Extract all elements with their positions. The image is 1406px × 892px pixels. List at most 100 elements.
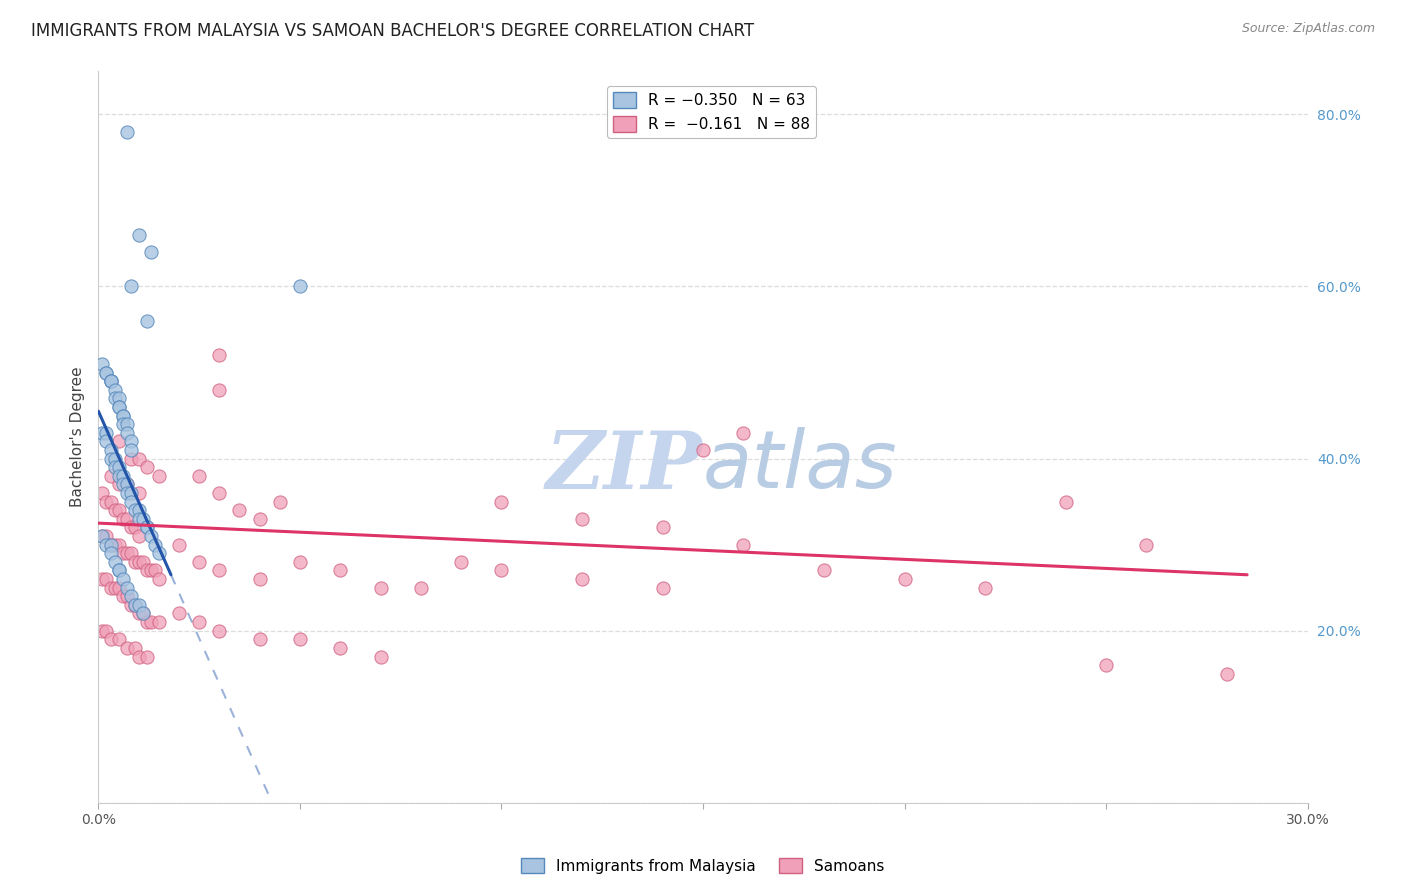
Point [107,503,129,517]
Point [143,538,166,552]
Point [100,451,122,466]
Point [249,572,271,586]
Point [115,125,138,139]
Point [139,245,162,260]
Point [96,366,118,380]
Point [128,598,150,612]
Point [329,640,352,655]
Point [269,494,291,508]
Point [103,581,125,595]
Point [1054,494,1077,508]
Point [124,555,146,569]
Text: ZIP: ZIP [546,427,703,505]
Point [188,555,211,569]
Point [491,494,513,508]
Point [120,279,142,293]
Point [115,417,138,432]
Point [124,520,146,534]
Point [208,383,231,397]
Point [651,520,673,534]
Point [128,503,150,517]
Point [249,632,271,647]
Point [329,564,352,578]
Point [96,494,118,508]
Point [128,512,150,526]
Point [128,486,150,500]
Point [188,468,211,483]
Point [128,607,150,621]
Point [1095,658,1118,673]
Point [692,442,714,457]
Point [103,460,125,475]
Point [100,468,122,483]
Point [208,486,231,500]
Point [107,392,129,406]
Point [128,555,150,569]
Point [115,589,138,603]
Point [135,520,157,534]
Point [188,615,211,629]
Point [120,589,142,603]
Point [96,425,118,440]
Point [111,468,134,483]
Point [107,477,129,491]
Point [148,546,170,560]
Point [100,538,122,552]
Point [120,546,142,560]
Point [124,598,146,612]
Point [148,468,170,483]
Point [100,442,122,457]
Point [111,572,134,586]
Y-axis label: Bachelor's Degree: Bachelor's Degree [70,367,86,508]
Point [115,581,138,595]
Point [139,564,162,578]
Point [120,494,142,508]
Point [135,615,157,629]
Point [370,649,392,664]
Text: Source: ZipAtlas.com: Source: ZipAtlas.com [1241,22,1375,36]
Point [91,357,114,371]
Point [120,520,142,534]
Point [115,477,138,491]
Point [107,564,129,578]
Point [107,564,129,578]
Point [208,348,231,362]
Point [96,538,118,552]
Point [100,632,122,647]
Point [100,581,122,595]
Point [115,477,138,491]
Point [115,512,138,526]
Point [107,581,129,595]
Point [91,529,114,543]
Point [96,366,118,380]
Point [135,520,157,534]
Point [1216,666,1239,681]
Point [733,425,755,440]
Point [91,425,114,440]
Point [893,572,915,586]
Point [111,477,134,491]
Point [1135,538,1157,552]
Point [132,607,155,621]
Point [107,400,129,414]
Point [91,624,114,638]
Point [148,615,170,629]
Point [571,512,593,526]
Point [103,451,125,466]
Point [148,572,170,586]
Point [128,649,150,664]
Point [115,640,138,655]
Point [111,409,134,423]
Text: atlas: atlas [703,427,898,506]
Point [370,581,392,595]
Point [100,374,122,388]
Point [115,486,138,500]
Point [107,460,129,475]
Point [111,512,134,526]
Point [167,607,190,621]
Point [111,546,134,560]
Point [124,598,146,612]
Point [100,374,122,388]
Point [228,503,250,517]
Point [111,417,134,432]
